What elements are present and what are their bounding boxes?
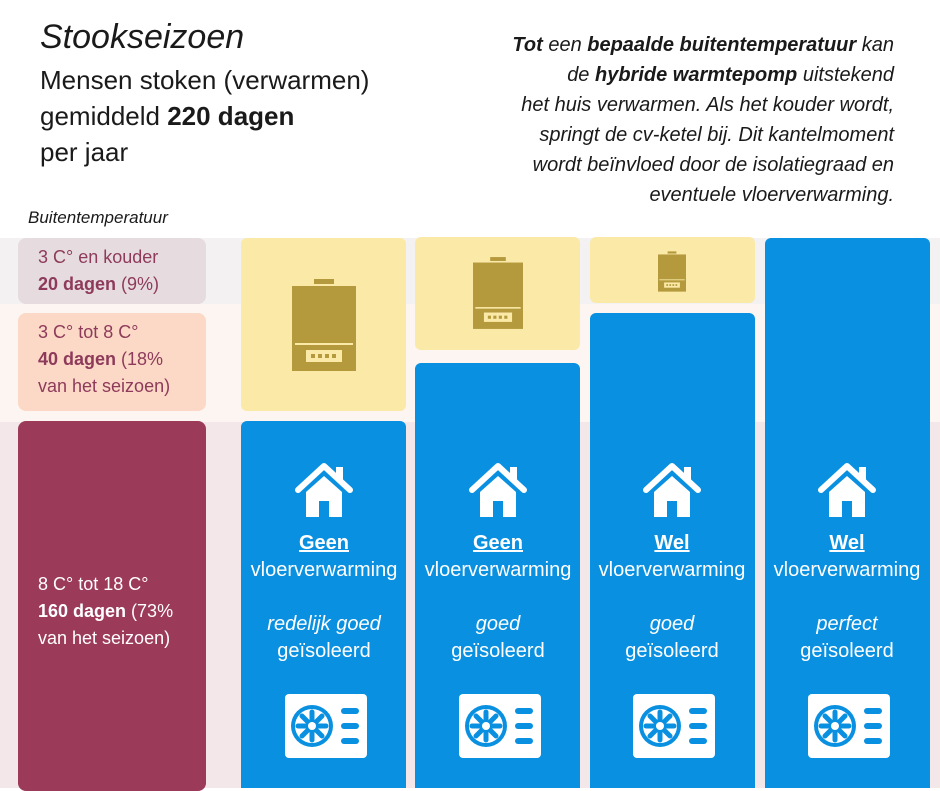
category-mild: 8 C° tot 18 C° 160 dagen (73% van het se…: [18, 421, 206, 791]
insulated-label: geïsoleerd: [800, 640, 894, 662]
page-title: Stookseizoen: [40, 18, 245, 56]
floor-heating-status: Geen: [472, 532, 524, 554]
insulation-level: perfect: [816, 613, 878, 635]
note-line-1: Tot een bepaalde buitentemperatuur kan: [512, 34, 894, 56]
category-mid-range: 3 C° tot 8 C°: [38, 322, 139, 342]
house-icon: [643, 463, 701, 517]
column-1-text: Geen vloerverwarming redelijk goed geïso…: [239, 530, 409, 665]
insulated-label: geïsoleerd: [451, 640, 545, 662]
category-mid: 3 C° tot 8 C° 40 dagen (18% van het seiz…: [18, 313, 206, 411]
boiler-icon: [658, 251, 686, 292]
note-line-3: het huis verwarmen. Als het kouder wordt…: [521, 94, 894, 116]
floor-heating-status: Wel: [829, 532, 865, 554]
floor-heating-status: Wel: [654, 532, 690, 554]
boiler-icon: [473, 257, 523, 329]
subtitle-line-3: per jaar: [40, 137, 129, 167]
boiler-icon: [292, 279, 356, 371]
note-line-2: de hybride warmtepomp uitstekend: [567, 64, 894, 86]
heat-pump-icon: [285, 694, 367, 758]
heat-pump-icon: [808, 694, 890, 758]
floor-heating-label: vloerverwarming: [773, 559, 921, 581]
house-icon: [295, 463, 353, 517]
floor-heating-label: vloerverwarming: [598, 559, 746, 581]
insulated-label: geïsoleerd: [625, 640, 719, 662]
column-4-text: Wel vloerverwarming perfect geïsoleerd: [762, 530, 932, 665]
note-line-6: eventuele vloerverwarming.: [649, 184, 894, 206]
insulated-label: geïsoleerd: [277, 640, 371, 662]
category-mild-range: 8 C° tot 18 C°: [38, 574, 149, 594]
subtitle-line-2: gemiddeld 220 dagen: [40, 101, 295, 131]
category-mild-season: van het seizoen): [38, 628, 171, 648]
subtitle-line-1: Mensen stoken (verwarmen): [40, 65, 370, 95]
category-mid-days: 40 dagen (18%: [38, 349, 164, 369]
house-icon: [818, 463, 876, 517]
heat-pump-icon: [459, 694, 541, 758]
note-line-4: springt de cv-ketel bij. Dit kantelmomen…: [539, 124, 894, 146]
category-cold: 3 C° en kouder 20 dagen (9%): [18, 238, 206, 304]
insulation-level: redelijk goed: [267, 613, 381, 635]
category-cold-range: 3 C° en kouder: [38, 247, 159, 267]
category-cold-days: 20 dagen (9%): [38, 274, 160, 294]
insulation-level: goed: [649, 613, 695, 635]
insulation-level: goed: [475, 613, 521, 635]
column-2-text: Geen vloerverwarming goed geïsoleerd: [413, 530, 583, 665]
column-3-text: Wel vloerverwarming goed geïsoleerd: [587, 530, 757, 665]
floor-heating-status: Geen: [298, 532, 350, 554]
floor-heating-label: vloerverwarming: [424, 559, 572, 581]
axis-label: Buitentemperatuur: [28, 208, 168, 227]
category-mild-days: 160 dagen (73%: [38, 601, 174, 621]
category-mid-season: van het seizoen): [38, 376, 171, 396]
house-icon: [469, 463, 527, 517]
note-line-5: wordt beïnvloed door de isolatiegraad en: [532, 154, 894, 176]
heat-pump-icon: [633, 694, 715, 758]
floor-heating-label: vloerverwarming: [250, 559, 398, 581]
